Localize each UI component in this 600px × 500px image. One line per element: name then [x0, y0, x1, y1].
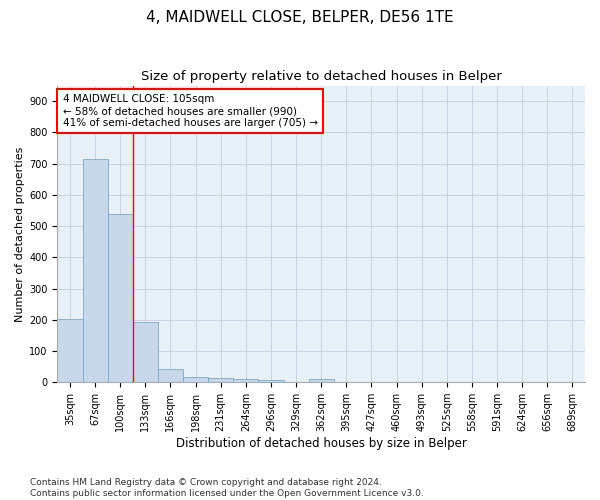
Text: 4, MAIDWELL CLOSE, BELPER, DE56 1TE: 4, MAIDWELL CLOSE, BELPER, DE56 1TE: [146, 10, 454, 25]
Title: Size of property relative to detached houses in Belper: Size of property relative to detached ho…: [141, 70, 502, 83]
Y-axis label: Number of detached properties: Number of detached properties: [15, 146, 25, 322]
Bar: [208, 378, 233, 382]
Bar: [133, 322, 158, 382]
X-axis label: Distribution of detached houses by size in Belper: Distribution of detached houses by size …: [176, 437, 467, 450]
Text: 4 MAIDWELL CLOSE: 105sqm
← 58% of detached houses are smaller (990)
41% of semi-: 4 MAIDWELL CLOSE: 105sqm ← 58% of detach…: [62, 94, 317, 128]
Bar: [158, 369, 183, 382]
Bar: [233, 379, 259, 382]
Bar: [183, 376, 208, 382]
Bar: [259, 380, 284, 382]
Bar: [58, 320, 83, 382]
Bar: [308, 379, 334, 382]
Bar: [83, 159, 107, 382]
Text: Contains HM Land Registry data © Crown copyright and database right 2024.
Contai: Contains HM Land Registry data © Crown c…: [30, 478, 424, 498]
Bar: [107, 214, 133, 382]
